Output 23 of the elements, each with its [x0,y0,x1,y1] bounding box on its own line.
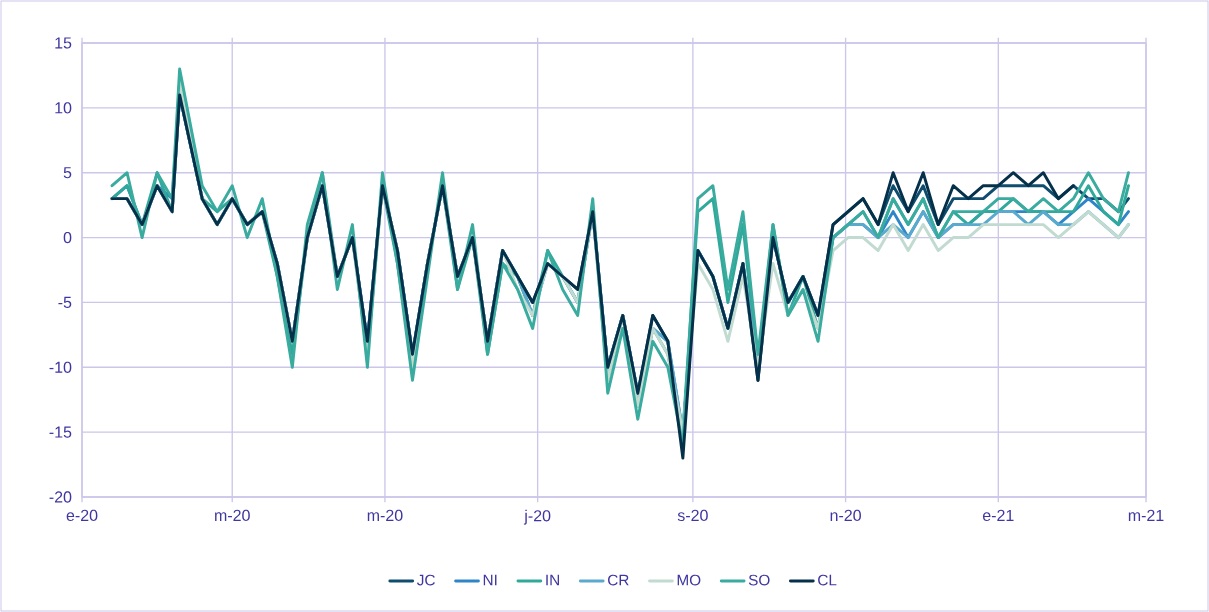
y-tick-label: -5 [58,296,72,308]
x-tick-label: e-21 [982,509,1014,522]
y-tick-label: 5 [63,167,72,179]
x-tick-label: j-20 [523,509,551,525]
legend-label: CR [608,574,629,586]
legend-label: IN [546,574,559,586]
legend-label: MO [677,574,701,586]
x-tick-label: n-20 [830,509,861,522]
y-tick-label: -10 [49,361,72,373]
legend-label: NI [483,574,497,586]
y-tick-label: -15 [49,426,72,438]
x-tick-label: m-20 [367,509,403,522]
legend-label: CL [818,574,837,586]
y-tick-label: -20 [49,491,72,503]
y-tick-label: 0 [63,231,72,244]
y-tick-label: 10 [55,102,72,114]
x-tick-label: m-21 [1128,509,1164,521]
x-tick-label: m-20 [215,509,250,522]
legend-label: JC [416,574,435,586]
x-tick-label: s-20 [677,509,708,522]
legend-label: SO [748,574,770,586]
y-tick-label: 15 [55,37,72,49]
x-tick-label: e-20 [66,509,98,522]
